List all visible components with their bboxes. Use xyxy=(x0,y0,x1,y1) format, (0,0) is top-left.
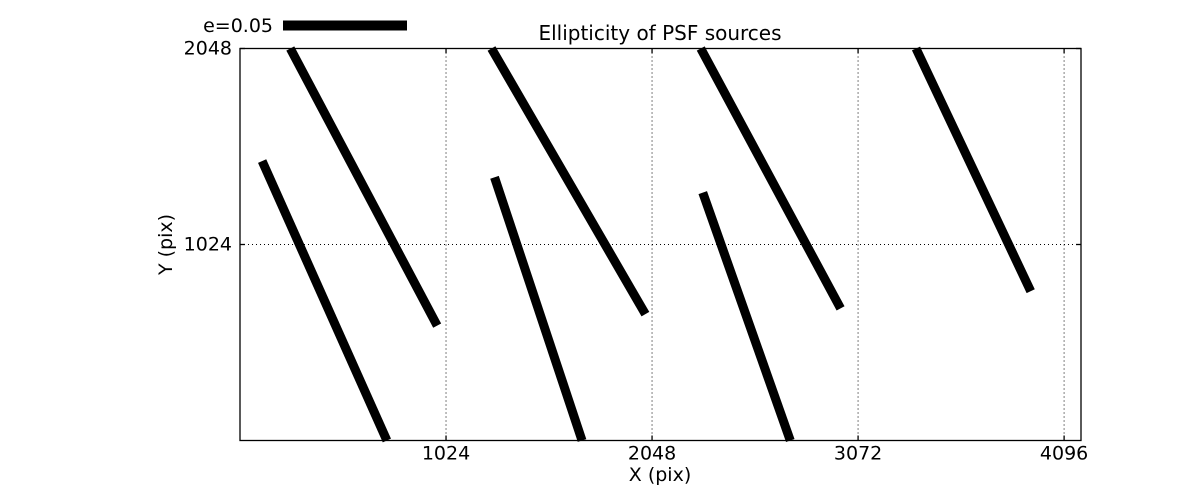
grid-layer xyxy=(240,48,1081,441)
y-tick-label: 1024 xyxy=(184,234,232,256)
x-tick-label: 2048 xyxy=(628,443,676,465)
ellipticity-whisker xyxy=(490,175,587,442)
legend-label: e=0.05 xyxy=(203,15,273,37)
y-tick-labels: 1024 2048 xyxy=(184,38,232,256)
x-tick-label: 1024 xyxy=(422,443,470,465)
ellipticity-whisker xyxy=(911,46,1035,294)
ellipticity-whisker xyxy=(258,159,391,443)
x-tick-labels: 1024 2048 3072 4096 xyxy=(422,443,1088,465)
ellipticity-whisker xyxy=(698,191,795,442)
x-axis-label: X (pix) xyxy=(629,464,691,486)
x-tick-label: 4096 xyxy=(1040,443,1088,465)
ellipticity-whisker xyxy=(696,46,845,311)
y-tick-label: 2048 xyxy=(184,38,232,60)
y-axis-label: Y (pix) xyxy=(155,214,177,276)
x-tick-label: 3072 xyxy=(834,443,882,465)
plot-frame xyxy=(239,47,1082,442)
whisker-series-layer xyxy=(258,46,1035,443)
legend-scale-bar xyxy=(283,20,407,31)
ellipticity-whisker xyxy=(487,46,650,317)
chart-title: Ellipticity of PSF sources xyxy=(538,21,781,45)
ellipticity-whisker xyxy=(286,46,442,328)
